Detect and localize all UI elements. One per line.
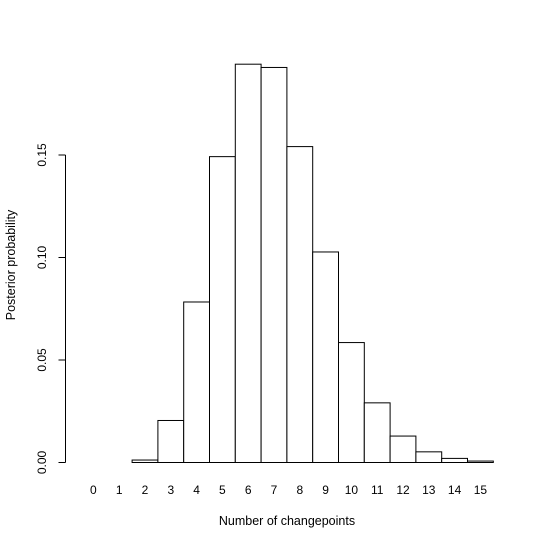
bar-2 — [131, 459, 159, 464]
bar-15 — [467, 460, 494, 463]
x-tick-label-11: 11 — [371, 483, 384, 497]
bar-12 — [389, 435, 417, 463]
x-tick-label-13: 13 — [422, 483, 436, 497]
x-tick-label-10: 10 — [345, 483, 359, 497]
x-tick-label-9: 9 — [322, 483, 329, 497]
x-tick-label-8: 8 — [296, 483, 303, 497]
bar-9 — [312, 251, 340, 463]
bar-3 — [157, 419, 185, 464]
x-tick-label-5: 5 — [219, 483, 226, 497]
y-tick-label-2: 0.10 — [35, 245, 49, 269]
bar-13 — [415, 451, 443, 463]
bar-5 — [209, 156, 236, 463]
x-tick-label-7: 7 — [271, 483, 278, 497]
bar-14 — [441, 457, 469, 463]
x-tick-label-2: 2 — [142, 483, 149, 497]
y-axis: 0.00 0.05 0.10 0.15 — [35, 143, 66, 474]
bar-11 — [363, 402, 391, 464]
bar-4 — [183, 301, 210, 463]
y-tick-label-1: 0.05 — [35, 348, 49, 372]
x-axis-title: Number of changepoints — [219, 514, 355, 528]
bar-7 — [260, 66, 288, 464]
y-tick-label-3: 0.15 — [35, 143, 49, 167]
bar-6 — [234, 63, 262, 463]
y-axis-title: Posterior probability — [4, 209, 18, 320]
x-axis-labels: 0 1 2 3 4 5 6 7 8 9 10 11 12 13 14 15 — [90, 483, 487, 497]
x-tick-label-14: 14 — [448, 483, 462, 497]
x-tick-label-4: 4 — [193, 483, 200, 497]
x-tick-label-15: 15 — [474, 483, 488, 497]
x-tick-label-0: 0 — [90, 483, 97, 497]
x-tick-label-12: 12 — [396, 483, 410, 497]
y-tick-label-0: 0.00 — [35, 450, 49, 474]
bar-8 — [286, 146, 314, 463]
x-tick-label-3: 3 — [167, 483, 174, 497]
bar-10 — [338, 342, 365, 464]
bars-group — [131, 63, 494, 464]
x-tick-label-6: 6 — [245, 483, 252, 497]
x-tick-label-1: 1 — [116, 483, 123, 497]
